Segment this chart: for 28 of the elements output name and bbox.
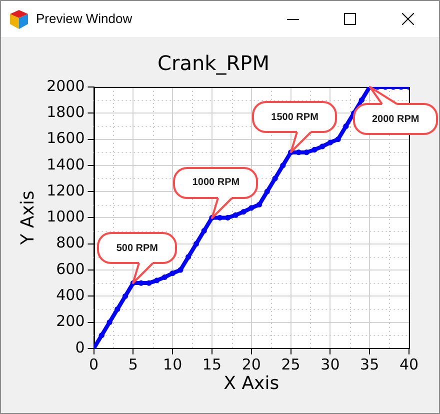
annotation: 2000 RPM <box>372 114 420 124</box>
x-tick-label: 25 <box>281 355 300 374</box>
y-tick-label: 1200 <box>46 181 85 200</box>
x-tick-label: 20 <box>242 355 261 374</box>
y-tick-label: 1000 <box>46 208 85 226</box>
y-axis-title: Y Axis <box>17 190 38 246</box>
x-tick-label: 5 <box>128 355 138 374</box>
y-tick-label: 600 <box>56 260 85 278</box>
annotation: 1000 RPM <box>192 177 240 188</box>
x-axis-title: X Axis <box>224 372 280 394</box>
annotation: 1500 RPM <box>271 112 318 123</box>
text: Preview Window <box>36 11 132 26</box>
x-tick-label: 10 <box>163 355 182 374</box>
y-tick-label: 0 <box>75 338 85 356</box>
x-tick-label: 40 <box>399 355 419 374</box>
x-tick-label: 15 <box>202 355 222 374</box>
x-tick-label: 30 <box>320 355 340 374</box>
y-tick-label: 400 <box>56 286 85 304</box>
y-tick-label: 1800 <box>46 103 85 122</box>
y-tick-label: 200 <box>56 312 85 330</box>
y-tick-label: 1600 <box>46 129 85 148</box>
x-tick-label: 0 <box>89 355 99 374</box>
x-tick-label: 35 <box>360 355 380 374</box>
chart-title: Crank_RPM <box>158 51 270 76</box>
annotation: 500 RPM <box>116 242 158 254</box>
y-tick-label: 800 <box>56 234 85 252</box>
y-tick-label: 1400 <box>46 155 85 174</box>
y-tick-label: 2000 <box>46 76 85 95</box>
